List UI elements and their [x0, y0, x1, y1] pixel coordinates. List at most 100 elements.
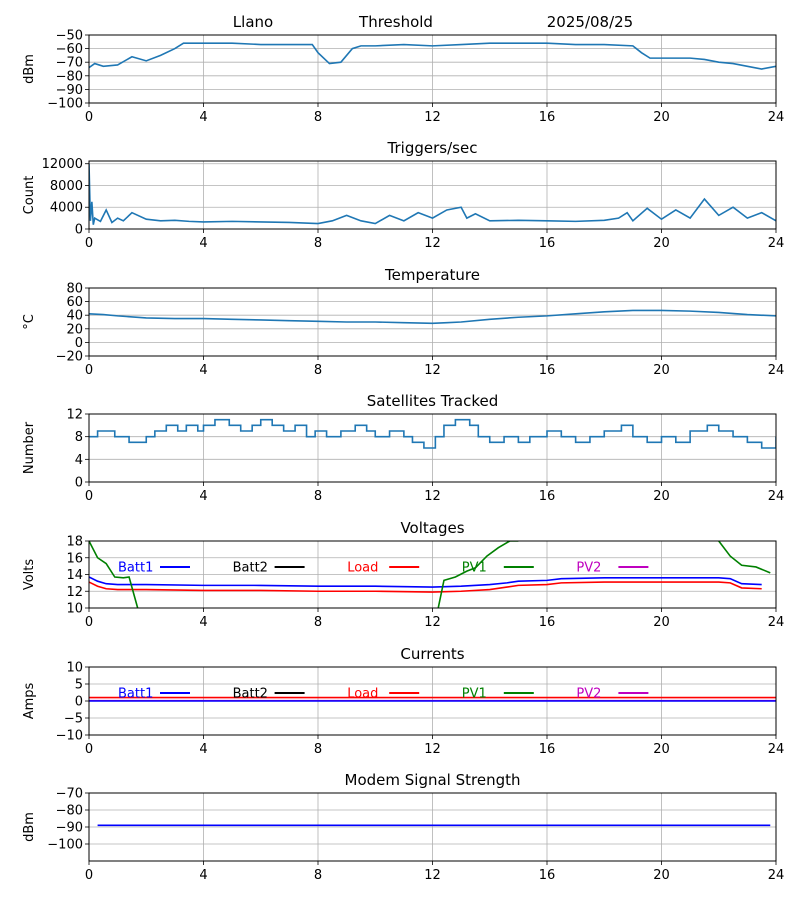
- modem-xtick-label: 0: [85, 868, 93, 883]
- satellites-panel: 0 4 8 12 16 20 24 0 4 8 12 Satellites Tracked Number: [22, 392, 784, 504]
- voltages-ylabel: Volts: [22, 559, 37, 591]
- satellites-xtick-label: 24: [768, 489, 785, 504]
- temperature-xtick-label: 16: [539, 363, 556, 378]
- triggers-xtick-label: 20: [653, 236, 670, 251]
- voltages-legend-label: Batt2: [233, 561, 268, 576]
- triggers-title: Triggers/sec: [387, 139, 478, 157]
- satellites-xtick-label: 12: [424, 489, 441, 504]
- threshold-xtick-label: 20: [653, 110, 670, 125]
- voltages-legend: Batt1 Batt2 Load PV1 PV2: [118, 561, 649, 576]
- triggers-xtick-label: 12: [424, 236, 441, 251]
- temperature-xtick-label: 24: [768, 363, 785, 378]
- triggers-ytick-label: 12000: [42, 157, 83, 172]
- threshold-xtick-label: 0: [85, 110, 93, 125]
- triggers-ylabel: Count: [22, 176, 37, 215]
- modem-panel: 0 4 8 12 16 20 24 −70 −80 −90 −100 Modem Signal Str…: [22, 771, 784, 883]
- temperature-xtick-label: 8: [314, 363, 322, 378]
- threshold-xtick-label: 8: [314, 110, 322, 125]
- triggers-ytick-label: 8000: [50, 179, 83, 194]
- voltages-xtick-label: 16: [539, 615, 556, 630]
- satellites-xtick-label: 20: [653, 489, 670, 504]
- threshold-ytick-label: −80: [56, 69, 83, 84]
- modem-title: Modem Signal Strength: [345, 771, 521, 789]
- threshold-xtick-label: 24: [768, 110, 785, 125]
- temperature-xtick-label: 4: [199, 363, 207, 378]
- modem-ytick-label: −70: [56, 787, 83, 802]
- voltages-xtick-label: 4: [199, 615, 207, 630]
- voltages-series-line-pv1: [718, 541, 771, 574]
- satellites-xtick-label: 4: [199, 489, 207, 504]
- currents-xtick-label: 4: [199, 742, 207, 757]
- currents-xtick-label: 16: [539, 742, 556, 757]
- currents-legend-label: Batt2: [233, 687, 268, 702]
- modem-ytick-label: −90: [56, 821, 83, 836]
- satellites-xtick-label: 0: [85, 489, 93, 504]
- satellites-series-line: [89, 418, 776, 449]
- modem-xtick-label: 12: [424, 868, 441, 883]
- temperature-frame: [88, 287, 777, 357]
- voltages-legend-label: PV1: [462, 561, 487, 576]
- temperature-xtick-label: 12: [424, 363, 441, 378]
- temperature-ylabel: °C: [22, 314, 37, 330]
- triggers-panel: 0 4 8 12 16 20 24 0 4000 8000 12000 Triggers/sec Cou…: [22, 139, 784, 251]
- triggers-xtick-label: 16: [539, 236, 556, 251]
- voltages-ytick-label: 18: [66, 535, 83, 550]
- triggers-xtick-label: 0: [85, 236, 93, 251]
- temperature-ytick-label: 80: [66, 282, 83, 297]
- currents-xtick-label: 8: [314, 742, 322, 757]
- voltages-xtick-label: 8: [314, 615, 322, 630]
- satellites-title: Satellites Tracked: [367, 392, 498, 410]
- currents-legend-label: PV1: [462, 687, 487, 702]
- threshold-xtick-label: 16: [539, 110, 556, 125]
- satellites-ytick-label: 8: [75, 430, 83, 445]
- voltages-xtick-label: 24: [768, 615, 785, 630]
- temperature-xtick-label: 20: [653, 363, 670, 378]
- temperature-title: Temperature: [384, 266, 480, 284]
- header-station: Llano: [233, 13, 273, 31]
- voltages-ytick-label: 10: [66, 602, 83, 617]
- temperature-ytick-label: 40: [66, 309, 83, 324]
- currents-xtick-label: 12: [424, 742, 441, 757]
- modem-xtick-label: 8: [314, 868, 322, 883]
- voltages-title: Voltages: [400, 519, 464, 537]
- threshold-xtick-label: 4: [199, 110, 207, 125]
- voltages-ytick-label: 14: [66, 568, 83, 583]
- currents-xtick-label: 20: [653, 742, 670, 757]
- currents-legend-label: PV2: [576, 687, 601, 702]
- currents-legend-label: Load: [347, 687, 378, 702]
- triggers-xtick-label: 24: [768, 236, 785, 251]
- satellites-ytick-label: 0: [75, 476, 83, 491]
- threshold-ytick-label: −50: [56, 29, 83, 44]
- currents-frame: [88, 666, 777, 736]
- voltages-series-line-pv1: [89, 541, 139, 608]
- modem-xtick-label: 4: [199, 868, 207, 883]
- voltages-series-line-pv1: [437, 541, 519, 608]
- satellites-xtick-label: 16: [539, 489, 556, 504]
- currents-ytick-label: 0: [75, 695, 83, 710]
- modem-ytick-label: −80: [56, 804, 83, 819]
- modem-xtick-label: 24: [768, 868, 785, 883]
- satellites-ytick-label: 12: [66, 408, 83, 423]
- temperature-ytick-label: −20: [56, 350, 83, 365]
- triggers-ytick-label: 0: [75, 223, 83, 238]
- temperature-xtick-label: 0: [85, 363, 93, 378]
- threshold-ytick-label: −90: [56, 83, 83, 98]
- threshold-frame: [88, 34, 777, 104]
- currents-xtick-label: 0: [85, 742, 93, 757]
- threshold-ytick-label: −60: [56, 42, 83, 57]
- voltages-xtick-label: 12: [424, 615, 441, 630]
- currents-title: Currents: [400, 645, 464, 663]
- threshold-panel: 0 4 8 12 16 20 24 −50−60−70−80−90−100 dBm: [22, 29, 784, 126]
- header-date: 2025/08/25: [547, 13, 633, 31]
- modem-frame: [88, 792, 777, 862]
- voltages-frame: [88, 540, 777, 609]
- temperature-ytick-label: 60: [66, 295, 83, 310]
- satellites-ytick-label: 4: [75, 453, 83, 468]
- triggers-xtick-label: 4: [199, 236, 207, 251]
- header-mode: Threshold: [358, 13, 433, 31]
- voltages-xtick-label: 20: [653, 615, 670, 630]
